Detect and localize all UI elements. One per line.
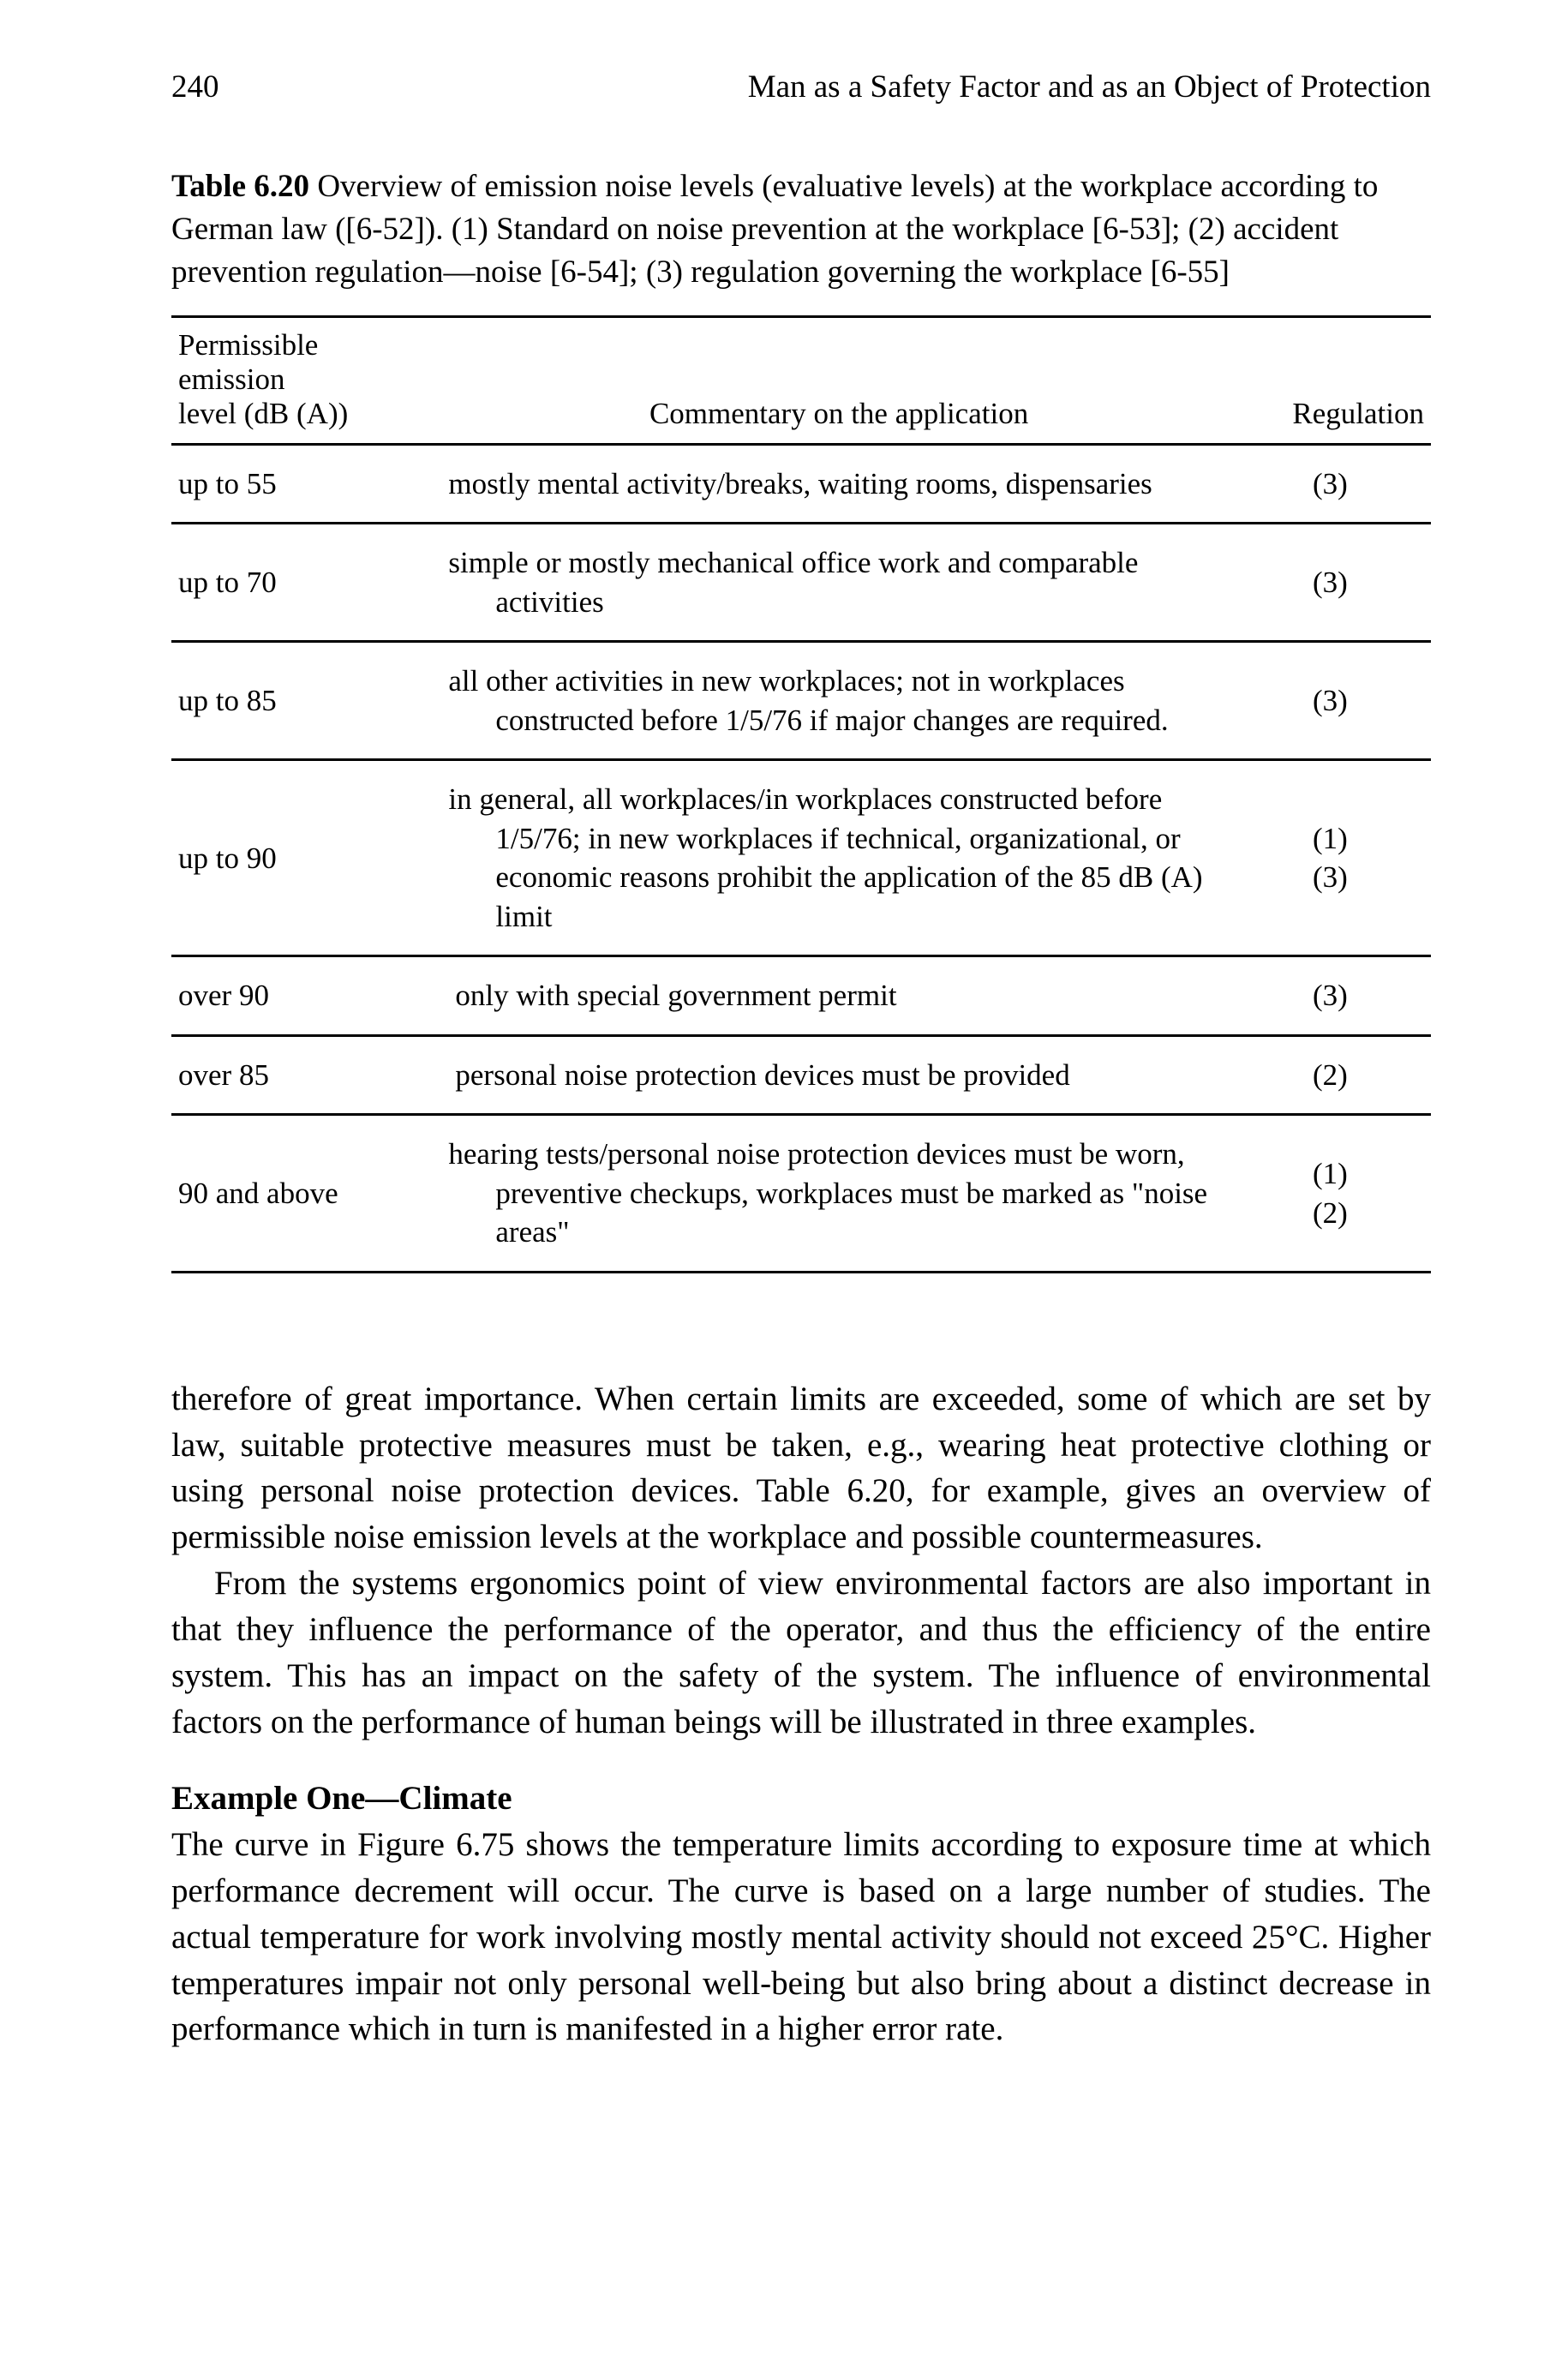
cell-level: up to 70 — [171, 524, 448, 642]
table-row: 90 and above hearing tests/personal nois… — [171, 1115, 1431, 1273]
table-row: over 85 personal noise protection device… — [171, 1035, 1431, 1115]
table-label: Table 6.20 — [171, 169, 309, 204]
paragraph: The curve in Figure 6.75 shows the tempe… — [171, 1822, 1431, 2052]
cell-regulation: (3) — [1230, 444, 1431, 524]
body-text: therefore of great importance. When cert… — [171, 1376, 1431, 2052]
cell-commentary: all other activities in new workplaces; … — [448, 642, 1229, 760]
table-row: over 90 only with special government per… — [171, 956, 1431, 1036]
cell-regulation: (1) (2) — [1230, 1115, 1431, 1273]
col-header-level-l2: emission — [178, 362, 284, 396]
table-row: up to 85 all other activities in new wor… — [171, 642, 1431, 760]
cell-level: 90 and above — [171, 1115, 448, 1273]
page-number: 240 — [171, 69, 219, 105]
cell-level: up to 85 — [171, 642, 448, 760]
table-row: up to 90 in general, all workplaces/in w… — [171, 760, 1431, 956]
table-row: up to 70 simple or mostly mechanical off… — [171, 524, 1431, 642]
running-head: 240 Man as a Safety Factor and as an Obj… — [171, 69, 1431, 105]
running-title: Man as a Safety Factor and as an Object … — [748, 69, 1431, 105]
cell-regulation: (3) — [1230, 956, 1431, 1036]
cell-regulation: (3) — [1230, 524, 1431, 642]
paragraph: therefore of great importance. When cert… — [171, 1376, 1431, 1560]
table-row: up to 55 mostly mental activity/breaks, … — [171, 444, 1431, 524]
cell-level: over 85 — [171, 1035, 448, 1115]
cell-regulation: (3) — [1230, 642, 1431, 760]
page: 240 Man as a Safety Factor and as an Obj… — [0, 0, 1568, 2155]
cell-commentary: only with special government permit — [448, 956, 1229, 1036]
col-header-level-l3: level (dB (A)) — [178, 397, 348, 430]
col-header-commentary: Commentary on the application — [448, 316, 1229, 444]
cell-commentary: simple or mostly mechanical office work … — [448, 524, 1229, 642]
cell-regulation: (1) (3) — [1230, 760, 1431, 956]
table-caption-text: Overview of emission noise levels (evalu… — [171, 169, 1378, 290]
cell-regulation: (2) — [1230, 1035, 1431, 1115]
section-heading: Example One—Climate — [171, 1776, 1431, 1822]
cell-level: up to 55 — [171, 444, 448, 524]
col-header-level-l1: Permissible — [178, 328, 318, 362]
col-header-level: Permissible emission level (dB (A)) — [171, 316, 448, 444]
cell-level: over 90 — [171, 956, 448, 1036]
emission-table: Permissible emission level (dB (A)) Comm… — [171, 315, 1431, 1273]
table-caption: Table 6.20 Overview of emission noise le… — [171, 165, 1431, 294]
cell-commentary: personal noise protection devices must b… — [448, 1035, 1229, 1115]
paragraph: From the systems ergonomics point of vie… — [171, 1560, 1431, 1745]
cell-commentary: hearing tests/personal noise protection … — [448, 1115, 1229, 1273]
col-header-regulation: Regulation — [1230, 316, 1431, 444]
table-header-row: Permissible emission level (dB (A)) Comm… — [171, 316, 1431, 444]
cell-commentary: mostly mental activity/breaks, waiting r… — [448, 444, 1229, 524]
cell-level: up to 90 — [171, 760, 448, 956]
cell-commentary: in general, all workplaces/in workplaces… — [448, 760, 1229, 956]
